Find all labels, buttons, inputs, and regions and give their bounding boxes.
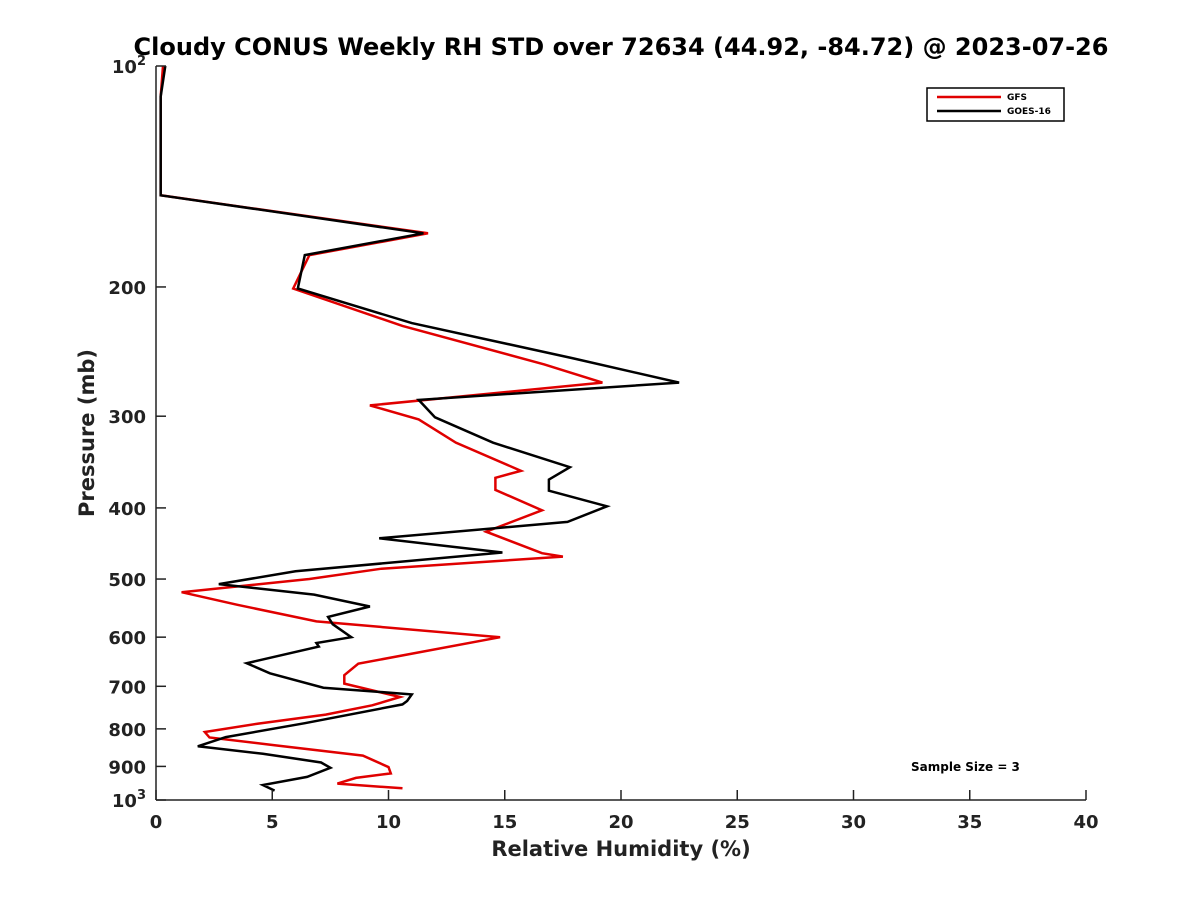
x-ticks: 0 5 10 15 20 25 30 35 40: [150, 790, 1099, 833]
y-tick-label: 102: [112, 54, 146, 78]
chart-title: Cloudy CONUS Weekly RH STD over 72634 (4…: [134, 33, 1109, 61]
legend: GFS GOES-16: [926, 87, 1065, 122]
x-tick-label: 0: [150, 812, 163, 833]
plot-area: [159, 65, 680, 792]
legend-label-goes16: GOES-16: [1007, 107, 1051, 117]
y-tick-label: 500: [108, 570, 146, 591]
y-tick-label: 300: [108, 407, 146, 428]
y-tick-label: 800: [108, 720, 146, 741]
y-tick-label: 600: [108, 628, 146, 649]
x-tick-label: 20: [608, 812, 633, 833]
x-tick-label: 10: [376, 812, 401, 833]
y-axis-label: Pressure (mb): [75, 349, 99, 517]
y-ticks: 102 200 300 400 500 600 700 800 900 103: [108, 54, 166, 812]
x-tick-label: 15: [492, 812, 517, 833]
x-tick-label: 40: [1073, 812, 1098, 833]
series-line-gfs: [159, 65, 603, 790]
y-tick-label: 103: [112, 788, 146, 812]
sample-size-annotation: Sample Size = 3: [911, 760, 1020, 774]
y-tick-label: 700: [108, 677, 146, 698]
x-tick-label: 35: [957, 812, 982, 833]
x-tick-label: 5: [266, 812, 279, 833]
legend-label-gfs: GFS: [1007, 93, 1027, 103]
y-tick-label: 200: [108, 278, 146, 299]
legend-box: [926, 87, 1065, 122]
x-tick-label: 30: [841, 812, 866, 833]
y-tick-label: 400: [108, 499, 146, 520]
y-tick-label: 900: [108, 757, 146, 778]
series-line-goes16: [159, 65, 680, 792]
x-tick-label: 25: [725, 812, 750, 833]
x-axis-label: Relative Humidity (%): [491, 837, 750, 861]
